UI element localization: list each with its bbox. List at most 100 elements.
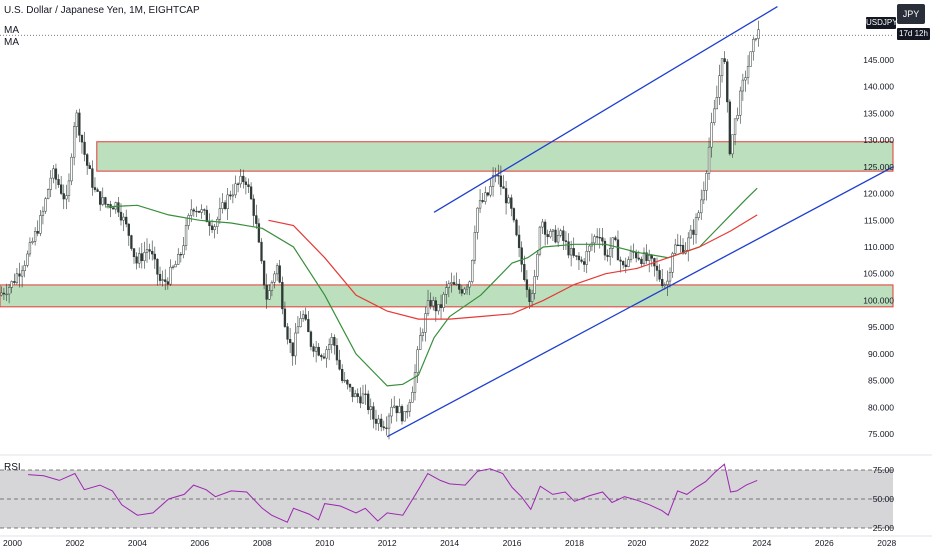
time-tick-label: 2022 (690, 538, 709, 548)
candle-up (26, 253, 29, 266)
candle-up (390, 406, 393, 417)
candle-down (520, 247, 523, 265)
price-tick-label: 80.000 (868, 402, 894, 412)
time-tick-label: 2028 (877, 538, 896, 548)
candle-down (203, 209, 206, 211)
candle-down (18, 273, 21, 277)
candle-up (301, 314, 305, 319)
candle-up (416, 349, 419, 373)
ma-slow-line[interactable] (268, 214, 758, 320)
price-tick-label: 90.000 (868, 349, 894, 359)
time-tick-label: 2006 (190, 538, 209, 548)
candle-up (330, 337, 333, 345)
candle-up (671, 253, 674, 273)
candle-up (720, 58, 724, 76)
candle-down (661, 279, 664, 286)
ma-slow-legend[interactable]: MA (4, 37, 19, 48)
candle-down (499, 175, 503, 187)
candle-up (426, 300, 430, 314)
candle-up (744, 77, 747, 81)
candle-up (52, 168, 55, 179)
time-tick-label: 2008 (253, 538, 272, 548)
candle-up (273, 273, 276, 283)
candle-down (510, 197, 513, 209)
candle-up (398, 406, 401, 414)
candle-up (455, 283, 458, 286)
currency-button[interactable]: JPY (897, 4, 925, 24)
candle-up (325, 349, 328, 359)
candle-down (458, 283, 461, 290)
ma-fast-legend[interactable]: MA (4, 25, 19, 36)
candle-down (504, 188, 508, 204)
candle-up (213, 226, 216, 231)
candle-up (733, 118, 737, 135)
time-tick-label: 2000 (3, 538, 22, 548)
candle-down (523, 264, 526, 280)
candle-down (502, 186, 505, 189)
candle-up (588, 245, 591, 252)
candle-up (471, 259, 474, 283)
candle-up (20, 270, 24, 277)
candle-up (182, 245, 185, 255)
rsi-tick-label: 50.00 (873, 494, 895, 504)
candle-up (432, 300, 435, 307)
candle-down (372, 406, 375, 420)
time-tick-label: 2016 (503, 538, 522, 548)
candle-down (59, 184, 63, 194)
price-tick-label: 125.000 (863, 162, 894, 172)
channel-line-1[interactable] (386, 166, 894, 438)
candle-down (512, 208, 516, 221)
candle-up (171, 266, 175, 268)
candle-down (117, 202, 120, 213)
candle-down (367, 393, 370, 410)
candle-up (551, 229, 555, 232)
candle-up (67, 180, 71, 196)
candle-up (697, 212, 700, 218)
candle-down (265, 284, 268, 300)
rsi-legend[interactable]: RSI (4, 462, 21, 473)
candle-up (413, 372, 417, 393)
candle-up (7, 287, 11, 295)
candle-down (655, 265, 659, 271)
candle-up (221, 202, 224, 209)
time-tick-label: 2026 (815, 538, 834, 548)
candle-up (31, 241, 34, 243)
countdown-badge: 17d 12h (897, 28, 930, 40)
time-tick-label: 2002 (65, 538, 84, 548)
candle-up (468, 281, 471, 288)
channel-line-2[interactable] (433, 6, 778, 213)
candle-down (286, 326, 289, 340)
candle-down (112, 207, 115, 210)
rsi-line[interactable] (28, 463, 758, 523)
candle-up (377, 418, 380, 424)
candle-down (374, 418, 378, 424)
candle-up (101, 197, 104, 205)
candle-up (710, 122, 713, 148)
candle-up (611, 237, 614, 249)
time-tick-label: 2018 (565, 538, 584, 548)
candle-up (736, 115, 739, 120)
candle-up (707, 146, 711, 174)
candle-up (226, 194, 229, 209)
candle-up (72, 126, 76, 158)
candle-up (694, 217, 698, 235)
candle-up (674, 244, 677, 254)
candle-down (132, 248, 136, 257)
rsi-tick-label: 75.00 (873, 465, 895, 475)
candle-down (229, 194, 232, 197)
candle-down (158, 274, 162, 281)
candle-down (291, 342, 294, 357)
candle-up (585, 251, 588, 265)
candle-down (106, 204, 110, 206)
candle-up (536, 253, 539, 277)
candle-up (270, 281, 274, 291)
candle-up (354, 393, 357, 398)
candle-up (406, 410, 409, 413)
candle-down (156, 258, 159, 275)
candle-down (338, 359, 341, 370)
price-tick-label: 85.000 (868, 376, 894, 386)
zone-rectangle-1[interactable] (96, 141, 894, 172)
candle-up (41, 210, 45, 216)
